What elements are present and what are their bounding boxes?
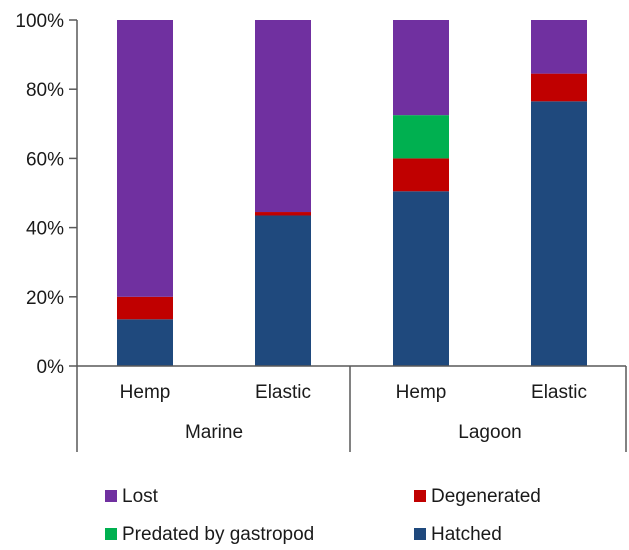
labels-layer: 0% 20% 40% 60% 80% 100% Hemp Elastic Hemp Elastic…: [15, 11, 587, 443]
legend-swatch-predated-by-gastropod: [105, 528, 117, 540]
category-label: Hemp: [396, 382, 447, 403]
legend-label-lost: Lost: [122, 486, 159, 507]
bar-lost-3: [393, 20, 449, 116]
bar-hatched-4: [531, 101, 587, 366]
bar-degenerated-1: [117, 296, 173, 320]
bar-degenerated-2: [255, 212, 311, 216]
bar-hatched-2: [255, 215, 311, 366]
y-tick-label: 40%: [26, 219, 64, 240]
y-tick-label: 20%: [26, 288, 64, 309]
legend-label-degenerated: Degenerated: [431, 486, 541, 507]
category-label: Hemp: [120, 382, 171, 403]
bar-degenerated-4: [531, 73, 587, 102]
bar-predated-by-gastropod-3: [393, 115, 449, 159]
bars-layer: [117, 20, 587, 366]
bar-hatched-3: [393, 191, 449, 366]
axes-layer: [69, 19, 627, 452]
category-label: Elastic: [255, 382, 311, 403]
y-tick-label: 100%: [15, 11, 64, 32]
group-label: Marine: [185, 422, 243, 443]
bar-degenerated-3: [393, 158, 449, 192]
bar-lost-4: [531, 20, 587, 74]
group-label: Lagoon: [458, 422, 521, 443]
bar-lost-2: [255, 20, 311, 213]
legend-swatch-degenerated: [414, 490, 426, 502]
bar-hatched-1: [117, 319, 173, 366]
y-tick-label: 80%: [26, 80, 64, 101]
bar-lost-1: [117, 20, 173, 297]
legend-swatch-hatched: [414, 528, 426, 540]
y-tick-label: 0%: [37, 357, 65, 378]
legend-label-predated-by-gastropod: Predated by gastropod: [122, 524, 314, 545]
legend-swatch-lost: [105, 490, 117, 502]
category-label: Elastic: [531, 382, 587, 403]
y-tick-label: 60%: [26, 149, 64, 170]
legend-label-hatched: Hatched: [431, 524, 502, 545]
legend: Lost Degenerated Predated by gastropod Hatc…: [105, 486, 541, 545]
